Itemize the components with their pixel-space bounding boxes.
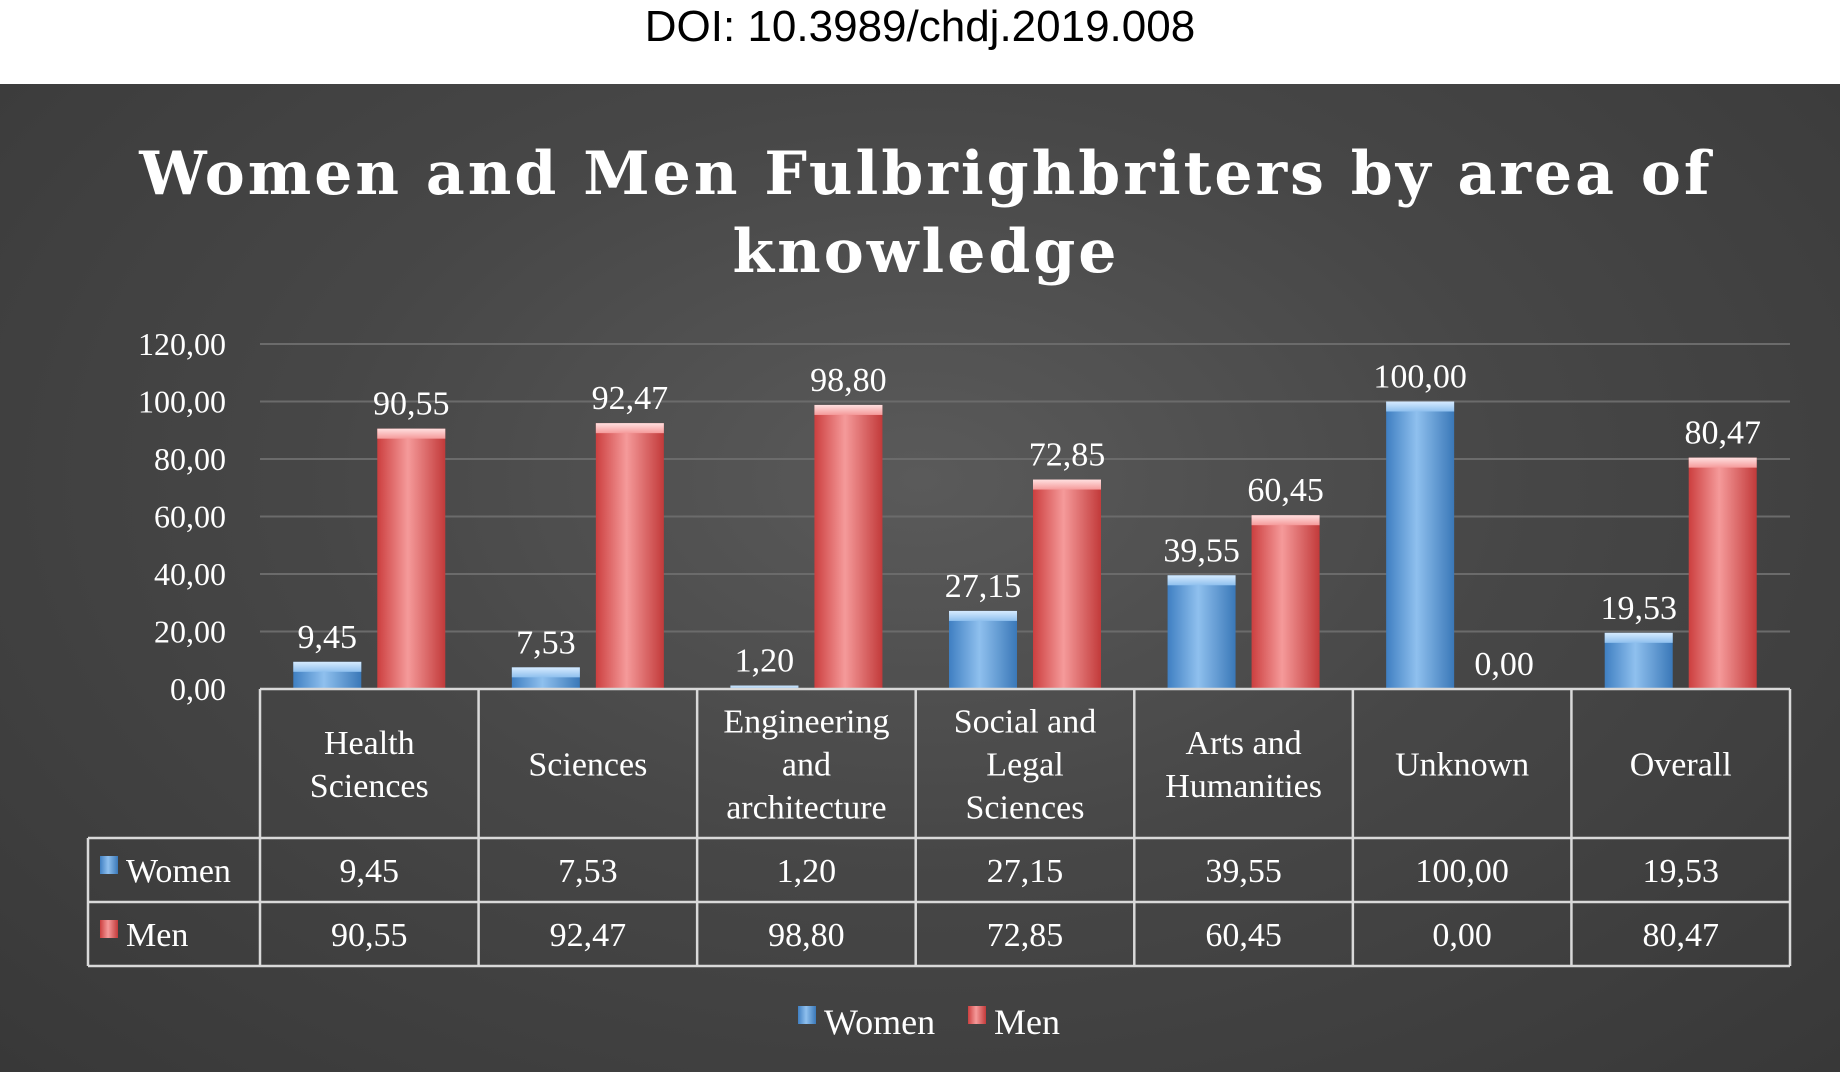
- category-label: Health: [324, 725, 415, 762]
- chart-title-line-2: knowledge: [733, 217, 1120, 287]
- data-label-women: 100,00: [1373, 359, 1467, 396]
- category-label: Social and: [954, 704, 1097, 741]
- gridlines: [260, 343, 1790, 633]
- bar-bevel: [814, 404, 883, 415]
- bars: [293, 401, 1757, 689]
- bar-men: [1251, 515, 1320, 689]
- y-tick-label: 120,00: [138, 326, 226, 362]
- bar-men: [814, 404, 883, 689]
- table-cell: 0,00: [1432, 917, 1492, 954]
- category-label: Legal: [986, 747, 1063, 784]
- data-label-men: 60,45: [1247, 472, 1324, 509]
- data-label-women: 7,53: [516, 624, 576, 661]
- table-row-header-women: Women: [126, 853, 231, 890]
- table-cell: 80,47: [1642, 917, 1719, 954]
- bar-women: [949, 610, 1017, 689]
- data-label-women: 19,53: [1600, 590, 1677, 627]
- table-cell: 92,47: [550, 917, 627, 954]
- doi-header: DOI: 10.3989/chdj.2019.008: [0, 0, 1840, 86]
- table-cell: 19,53: [1642, 853, 1719, 890]
- bar-women: [1167, 575, 1236, 689]
- category-label: architecture: [726, 790, 886, 827]
- y-tick-label: 20,00: [154, 614, 226, 650]
- data-label-women: 39,55: [1163, 532, 1240, 569]
- legend-key-men: [968, 1006, 986, 1024]
- data-table: Health Sciences Sciences Engineering and arch…: [86, 687, 1792, 968]
- table-cell: 7,53: [558, 853, 618, 890]
- bar-men: [377, 428, 446, 689]
- chart-title-line-1: Women and Men Fulbrighbriters by area of: [138, 139, 1714, 209]
- bar-bevel: [1033, 479, 1101, 490]
- table-cell: 27,15: [987, 853, 1064, 890]
- bar-bevel: [293, 661, 362, 672]
- legend-label-men: Men: [994, 1002, 1060, 1042]
- bar-bevel: [1386, 401, 1455, 412]
- bar-bevel: [511, 667, 580, 678]
- category-label: Sciences: [966, 790, 1085, 827]
- y-tick-label: 60,00: [154, 499, 226, 535]
- doi-text: DOI: 10.3989/chdj.2019.008: [644, 2, 1196, 51]
- data-label-men: 98,80: [810, 362, 887, 399]
- data-label-women: 1,20: [735, 643, 795, 680]
- data-label-men: 72,85: [1029, 437, 1106, 474]
- data-label-men: 80,47: [1684, 415, 1761, 452]
- bar-bevel: [1604, 632, 1673, 643]
- bar-women: [1386, 401, 1455, 689]
- y-tick-label: 40,00: [154, 556, 226, 592]
- category-label: Overall: [1630, 747, 1732, 784]
- bar-men: [1033, 479, 1101, 689]
- bar-men: [1688, 457, 1757, 689]
- category-label: Humanities: [1165, 768, 1322, 805]
- table-row-header-men: Men: [126, 917, 188, 954]
- table-legend-key-women: [100, 856, 118, 874]
- y-tick-label: 0,00: [170, 671, 226, 707]
- data-labels: 9,45 7,53 1,20 27,15 39,55 100,00 19,53 90,55 92…: [298, 359, 1761, 684]
- y-axis-ticks: 0,00 20,00 40,00 60,00 80,00 100,00 120,00: [138, 326, 226, 707]
- table-cell: 90,55: [331, 917, 408, 954]
- data-label-women: 27,15: [945, 568, 1022, 605]
- table-cell: 60,45: [1205, 917, 1282, 954]
- data-label-women: 9,45: [298, 619, 358, 656]
- data-label-men: 90,55: [373, 386, 450, 423]
- bar-men: [595, 423, 664, 689]
- table-cell: 9,45: [340, 853, 400, 890]
- bar-bevel: [595, 423, 664, 434]
- category-label: Sciences: [528, 747, 647, 784]
- bar-bevel: [949, 610, 1017, 621]
- legend-key-women: [798, 1006, 816, 1024]
- category-label: Engineering: [723, 704, 889, 741]
- table-cell: 100,00: [1415, 853, 1509, 890]
- table-cell: 98,80: [768, 917, 845, 954]
- category-label: Unknown: [1395, 747, 1529, 784]
- category-label: and: [782, 747, 831, 784]
- bar-bevel: [377, 428, 446, 439]
- bar-bevel: [1688, 457, 1757, 468]
- y-tick-label: 100,00: [138, 384, 226, 420]
- table-cell: 1,20: [777, 853, 837, 890]
- table-cell: 39,55: [1205, 853, 1282, 890]
- table-cell: 72,85: [987, 917, 1064, 954]
- legend-label-women: Women: [824, 1002, 935, 1042]
- y-tick-label: 80,00: [154, 441, 226, 477]
- bar-bevel: [1167, 575, 1236, 586]
- category-label: Arts and: [1185, 725, 1301, 762]
- table-legend-key-men: [100, 920, 118, 938]
- data-label-men: 0,00: [1474, 646, 1534, 683]
- bar-bevel: [1251, 515, 1320, 526]
- category-label: Sciences: [310, 768, 429, 805]
- bar-chart: Women and Men Fulbrighbriters by area of…: [86, 139, 1792, 1042]
- chart-panel: Women and Men Fulbrighbriters by area of…: [0, 84, 1840, 1072]
- legend: Women Men: [798, 1002, 1060, 1042]
- data-label-men: 92,47: [592, 380, 669, 417]
- bar-bevel: [730, 685, 799, 689]
